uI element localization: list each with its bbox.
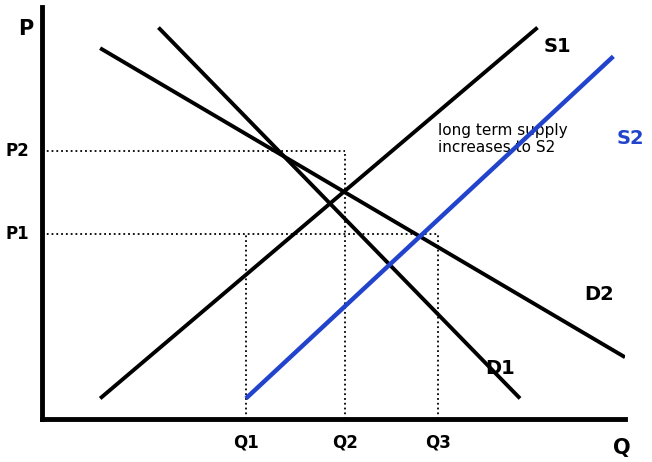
Text: P1: P1 [5,225,29,243]
Text: S1: S1 [543,37,571,56]
Text: D2: D2 [584,285,614,304]
Text: long term supply
increases to S2: long term supply increases to S2 [438,122,568,155]
Text: P: P [18,19,33,39]
Text: Q1: Q1 [233,433,259,451]
Text: P2: P2 [5,142,29,160]
Text: D1: D1 [485,359,515,378]
Text: Q3: Q3 [426,433,451,451]
Text: Q2: Q2 [332,433,358,451]
Text: S2: S2 [616,129,644,148]
Text: Q: Q [614,438,631,457]
